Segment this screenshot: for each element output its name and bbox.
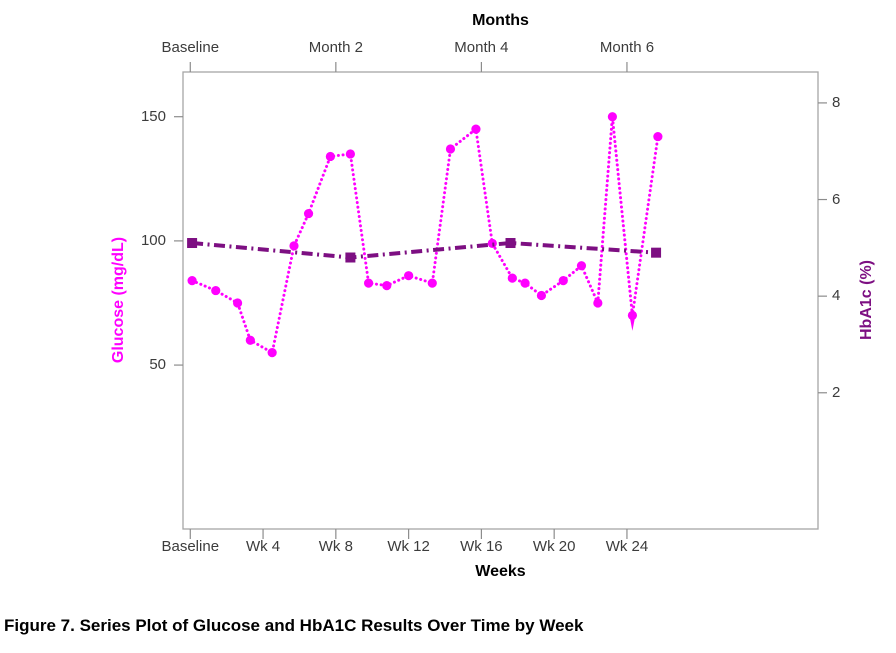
left-axis-tick-label: 50 <box>149 356 166 374</box>
hba1c-marker <box>187 238 198 249</box>
hba1c-marker <box>505 238 516 249</box>
bottom-axis-tick-label: Wk 4 <box>245 538 281 555</box>
plot-frame <box>182 71 819 530</box>
glucose-marker <box>345 149 355 159</box>
right-axis-tick-label: 2 <box>832 383 841 401</box>
left-axis-tick-label: 100 <box>140 231 166 249</box>
hba1c-series-line <box>191 240 657 260</box>
glucose-marker <box>507 273 517 283</box>
glucose-marker <box>382 280 392 291</box>
glucose-marker <box>558 276 568 286</box>
glucose-marker <box>607 112 617 122</box>
right-axis-tick-label: 8 <box>832 93 841 111</box>
glucose-marker <box>187 276 197 286</box>
top-axis-tick-label: Month 6 <box>599 39 655 56</box>
bottom-axis-tick-label: Wk 8 <box>318 538 353 555</box>
glucose-marker <box>245 335 255 345</box>
top-axis-tick-label: Month 2 <box>308 39 363 56</box>
glucose-marker <box>211 285 221 296</box>
left-axis-tick-label: 150 <box>140 107 166 125</box>
bottom-axis-title: Weeks <box>475 563 526 580</box>
right-axis-tick-label: 6 <box>832 190 841 208</box>
glucose-marker <box>627 310 638 321</box>
top-axis-tick-label: Month 4 <box>454 39 509 56</box>
glucose-marker <box>653 131 663 142</box>
bottom-axis-tick-label: Wk 24 <box>605 538 649 555</box>
glucose-marker <box>445 144 456 154</box>
glucose-marker <box>289 241 299 251</box>
glucose-marker <box>303 208 314 219</box>
glucose-marker <box>427 278 437 288</box>
bottom-axis-tick-label: Baseline <box>161 538 220 555</box>
glucose-marker <box>593 298 603 308</box>
left-axis-title: Glucose (mg/dL) <box>110 236 127 364</box>
right-axis-tick-label: 4 <box>832 287 841 305</box>
bottom-axis-tick-label: Wk 12 <box>387 538 430 555</box>
glucose-marker <box>363 278 374 288</box>
top-axis-title: Months <box>472 12 529 29</box>
glucose-marker <box>325 151 335 162</box>
right-axis-title: HbA1c (%) <box>858 259 875 341</box>
bottom-axis-tick-label: Wk 16 <box>460 538 503 555</box>
hba1c-marker <box>345 252 356 263</box>
bottom-axis-tick-label: Wk 20 <box>532 538 576 555</box>
top-axis-tick-label: Baseline <box>161 39 220 56</box>
glucose-marker <box>471 124 481 134</box>
down-arrow-annotation <box>630 318 635 331</box>
glucose-marker <box>520 278 530 288</box>
glucose-marker <box>232 298 243 308</box>
glucose-marker <box>576 261 587 271</box>
hba1c-marker <box>651 247 662 258</box>
glucose-marker <box>267 348 277 358</box>
glucose-marker <box>404 271 414 281</box>
glucose-marker <box>536 290 547 301</box>
glucose-series-line <box>190 116 660 356</box>
figure-caption: Figure 7. Series Plot of Glucose and HbA… <box>4 616 584 635</box>
